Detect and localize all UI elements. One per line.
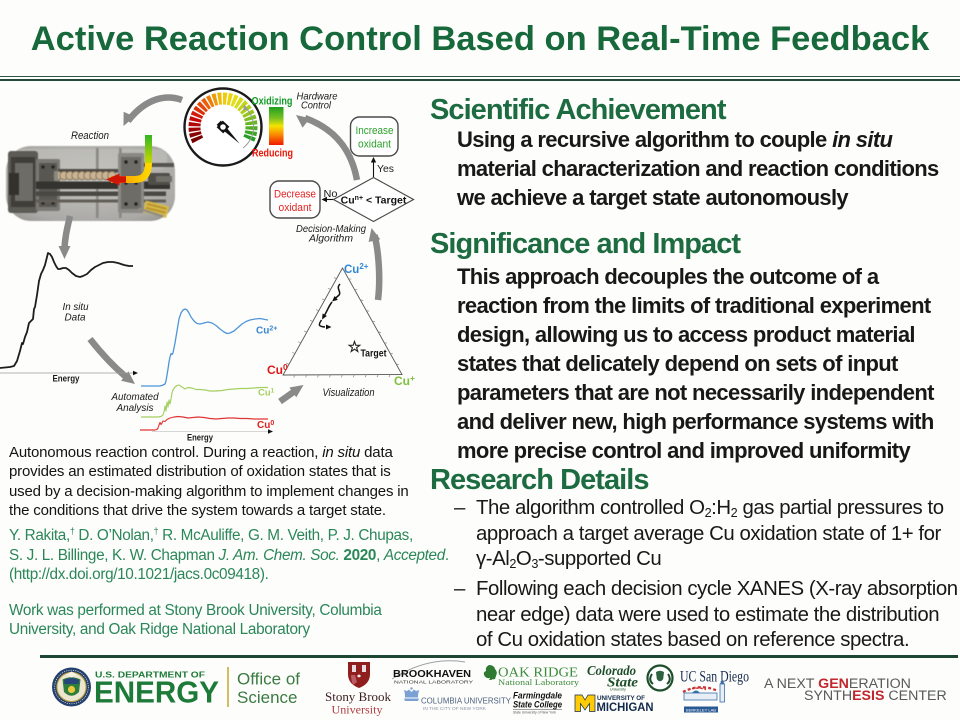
svg-text:Farmingdale: Farmingdale bbox=[513, 691, 563, 702]
svg-text:State: State bbox=[607, 676, 638, 691]
svg-text:OAK RIDGE: OAK RIDGE bbox=[498, 665, 578, 680]
svg-text:Cu2+: Cu2+ bbox=[344, 262, 369, 276]
svg-text:Reaction: Reaction bbox=[71, 130, 109, 142]
svg-text:Yes: Yes bbox=[377, 163, 394, 175]
svg-text:Control: Control bbox=[301, 100, 332, 112]
svg-text:Cu+: Cu+ bbox=[394, 373, 415, 388]
svg-text:Energy: Energy bbox=[187, 433, 214, 444]
svg-text:No: No bbox=[324, 188, 338, 200]
svg-text:University: University bbox=[332, 703, 383, 717]
svg-text:oxidant: oxidant bbox=[358, 139, 391, 151]
svg-text:Energy: Energy bbox=[53, 374, 81, 385]
svg-text:Increase: Increase bbox=[356, 125, 394, 137]
svg-text:Cu1: Cu1 bbox=[258, 388, 275, 399]
svg-text:BROOKHAVEN: BROOKHAVEN bbox=[393, 669, 471, 680]
svg-text:Decision-Making: Decision-Making bbox=[296, 223, 366, 235]
svg-text:UNIVERSITY OF: UNIVERSITY OF bbox=[597, 695, 645, 702]
svg-text:Algorithm: Algorithm bbox=[308, 233, 353, 245]
svg-text:Cun+ < Target: Cun+ < Target bbox=[341, 195, 407, 207]
svg-text:Decrease: Decrease bbox=[274, 189, 316, 201]
svg-text:A NEXT GENERATION: A NEXT GENERATION bbox=[764, 676, 911, 692]
svg-text:BERKELEY LAB: BERKELEY LAB bbox=[686, 707, 716, 712]
svg-text:oxidant: oxidant bbox=[279, 202, 312, 214]
svg-text:Oxidizing: Oxidizing bbox=[252, 96, 293, 108]
svg-text:Cu2+: Cu2+ bbox=[256, 326, 277, 337]
svg-text:In situ: In situ bbox=[63, 301, 89, 313]
svg-text:Cu0: Cu0 bbox=[267, 362, 288, 377]
svg-text:National Laboratory: National Laboratory bbox=[498, 677, 580, 687]
svg-text:UC San Diego: UC San Diego bbox=[680, 669, 749, 686]
svg-text:Cu0: Cu0 bbox=[257, 420, 274, 431]
svg-text:State University of New York: State University of New York bbox=[513, 711, 556, 715]
svg-text:Data: Data bbox=[65, 312, 86, 324]
svg-text:Analysis: Analysis bbox=[116, 402, 155, 414]
svg-text:Reducing: Reducing bbox=[252, 148, 293, 160]
svg-text:Colorado: Colorado bbox=[587, 664, 636, 679]
svg-text:COLUMBIA UNIVERSITY: COLUMBIA UNIVERSITY bbox=[421, 697, 512, 706]
svg-text:U.S. DEPARTMENT OF: U.S. DEPARTMENT OF bbox=[95, 671, 205, 680]
svg-text:Stony Brook: Stony Brook bbox=[325, 689, 391, 704]
svg-text:NATIONAL LABORATORY: NATIONAL LABORATORY bbox=[394, 680, 474, 686]
svg-text:IN THE CITY OF NEW YORK: IN THE CITY OF NEW YORK bbox=[423, 706, 486, 711]
svg-text:State College: State College bbox=[513, 700, 563, 711]
svg-text:Automated: Automated bbox=[111, 391, 160, 403]
svg-text:ENERGY: ENERGY bbox=[94, 675, 219, 710]
svg-text:Science: Science bbox=[237, 688, 297, 707]
svg-text:MICHIGAN: MICHIGAN bbox=[597, 700, 654, 714]
svg-text:Office of: Office of bbox=[237, 670, 300, 689]
svg-text:Hardware: Hardware bbox=[297, 91, 338, 103]
svg-text:Target: Target bbox=[361, 348, 387, 360]
svg-text:University: University bbox=[610, 688, 626, 692]
svg-text:Visualization: Visualization bbox=[323, 387, 375, 399]
svg-text:SYNTHESIS CENTER: SYNTHESIS CENTER bbox=[804, 688, 947, 704]
